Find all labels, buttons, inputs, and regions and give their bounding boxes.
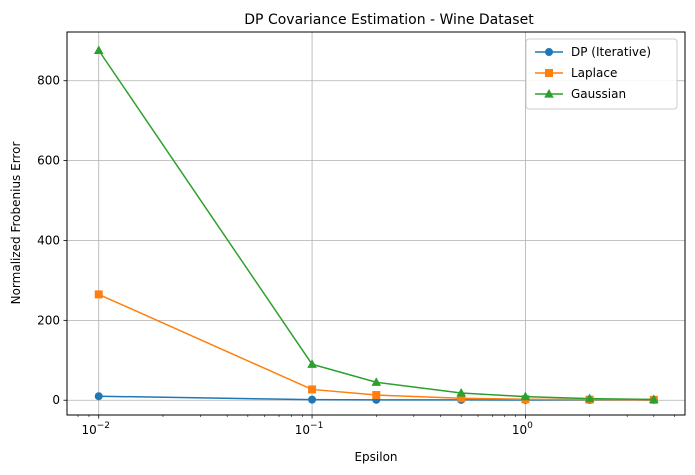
x-tick-label: 100 (512, 421, 533, 437)
x-axis-label: Epsilon (354, 450, 397, 464)
data-point (93, 45, 104, 54)
series-layer (93, 45, 659, 405)
data-point (94, 290, 103, 299)
data-point (456, 388, 466, 397)
legend-item: Gaussian (535, 87, 626, 101)
x-tick-label: 10−2 (81, 421, 110, 437)
x-tick-label: 10−1 (295, 421, 324, 437)
legend-marker (545, 69, 553, 77)
legend-item: Laplace (535, 66, 617, 80)
y-tick-label: 200 (37, 313, 60, 327)
data-point (457, 394, 466, 403)
data-point (94, 392, 103, 401)
series-triangle (93, 45, 659, 404)
y-tick-label: 600 (37, 154, 60, 168)
chart-title: DP Covariance Estimation - Wine Dataset (244, 12, 534, 28)
legend-label: DP (Iterative) (571, 45, 651, 59)
legend-item: DP (Iterative) (535, 45, 651, 59)
data-point (308, 395, 317, 404)
data-point (371, 377, 382, 386)
legend-label: Gaussian (571, 87, 626, 101)
data-point (520, 391, 531, 401)
data-point (372, 391, 381, 400)
legend-label: Laplace (571, 66, 617, 80)
legend-box (525, 38, 678, 110)
series-square (94, 290, 658, 404)
y-tick-label: 800 (37, 74, 60, 88)
legend-marker (544, 89, 554, 98)
data-point (649, 394, 659, 404)
data-point (307, 359, 317, 368)
data-point (584, 393, 595, 403)
data-point (308, 385, 317, 394)
legend: DP (Iterative) Laplace Gaussian (525, 38, 678, 110)
legend-marker (545, 48, 553, 56)
ticks: 10−2 10−1 100 0 200 400 600 800 (37, 74, 675, 437)
y-axis-label: Normalized Frobenius Error (9, 142, 23, 305)
y-tick-label: 0 (52, 393, 60, 407)
y-tick-label: 400 (37, 233, 60, 247)
grid (67, 32, 685, 415)
